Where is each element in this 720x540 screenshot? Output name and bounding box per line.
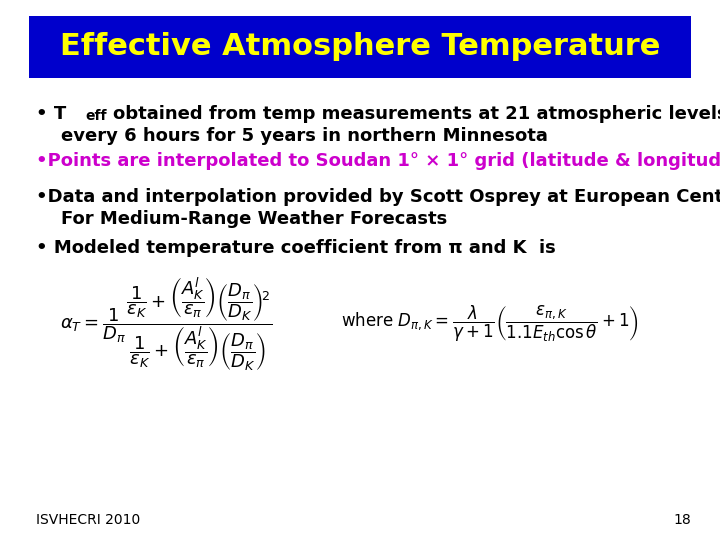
- Text: •Data and interpolation provided by Scott Osprey at European Center: •Data and interpolation provided by Scot…: [36, 188, 720, 206]
- Text: •Points are interpolated to Soudan 1° × 1° grid (latitude & longitude): •Points are interpolated to Soudan 1° × …: [36, 152, 720, 170]
- Text: $\alpha_T = \dfrac{1}{D_\pi}\dfrac{\dfrac{1}{\varepsilon_K}+\left(\dfrac{A^l_K}{: $\alpha_T = \dfrac{1}{D_\pi}\dfrac{\dfra…: [60, 275, 271, 373]
- Text: 18: 18: [673, 512, 691, 526]
- FancyBboxPatch shape: [29, 16, 691, 78]
- Text: • T: • T: [36, 105, 66, 123]
- Text: Effective Atmosphere Temperature: Effective Atmosphere Temperature: [60, 32, 660, 62]
- Text: For Medium-Range Weather Forecasts: For Medium-Range Weather Forecasts: [61, 210, 447, 227]
- Text: obtained from temp measurements at 21 atmospheric levels,: obtained from temp measurements at 21 at…: [113, 105, 720, 123]
- Text: $\mathrm{where}\ D_{\pi,K} = \dfrac{\lambda}{\gamma+1}\left(\dfrac{\varepsilon_{: $\mathrm{where}\ D_{\pi,K} = \dfrac{\lam…: [341, 303, 639, 345]
- Text: every 6 hours for 5 years in northern Minnesota: every 6 hours for 5 years in northern Mi…: [61, 127, 548, 145]
- Text: • Modeled temperature coefficient from π and K  is: • Modeled temperature coefficient from π…: [36, 239, 556, 256]
- Text: ISVHECRI 2010: ISVHECRI 2010: [36, 512, 140, 526]
- Text: eff: eff: [85, 109, 107, 123]
